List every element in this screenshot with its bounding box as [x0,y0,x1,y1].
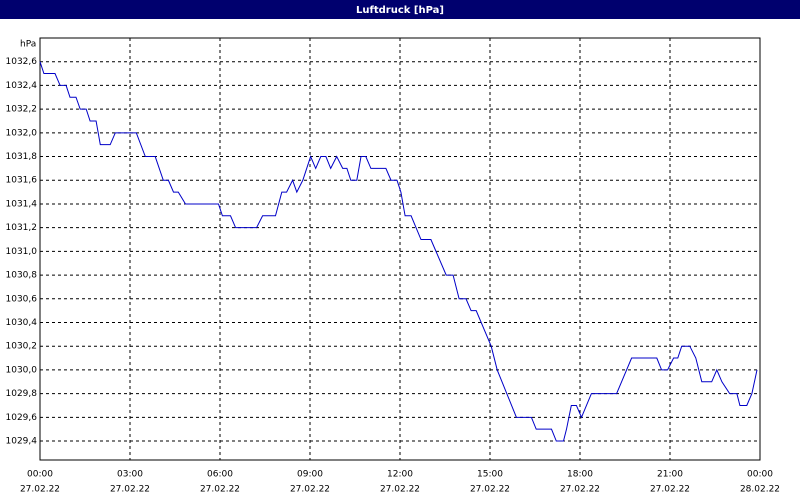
x-tick-label: 03:00 [117,470,143,480]
x-tick-date: 27.02.22 [290,485,330,495]
y-tick-label: 1029,6 [6,413,38,423]
x-tick-label: 18:00 [567,470,593,480]
x-tick-label: 00:00 [747,470,773,480]
x-tick-label: 21:00 [657,470,683,480]
x-tick-date: 27.02.22 [110,485,150,495]
y-tick-label: 1031,2 [6,223,38,233]
x-tick-label: 09:00 [297,470,323,480]
x-tick-date: 27.02.22 [560,485,600,495]
y-tick-label: 1032,4 [6,81,38,91]
x-tick-date: 27.02.22 [200,485,240,495]
y-tick-label: 1029,4 [6,437,38,447]
title-bar [0,0,800,19]
y-tick-label: 1031,6 [6,176,38,186]
x-tick-label: 00:00 [27,470,53,480]
x-tick-date: 27.02.22 [650,485,690,495]
y-tick-label: 1031,0 [6,247,38,257]
x-tick-date: 27.02.22 [470,485,510,495]
y-tick-label: 1030,4 [6,318,38,328]
y-tick-label: 1030,0 [6,365,38,375]
y-tick-label: 1032,6 [6,57,38,67]
y-tick-label: 1030,2 [6,342,38,352]
y-tick-label: 1030,8 [6,271,38,281]
y-axis-label: hPa [20,40,36,50]
y-tick-label: 1030,6 [6,294,38,304]
y-tick-label: 1032,2 [6,105,38,115]
y-tick-label: 1031,8 [6,152,38,162]
data-line [39,61,758,442]
x-tick-label: 12:00 [387,470,413,480]
x-tick-date: 27.02.22 [20,485,60,495]
x-tick-date: 27.02.22 [380,485,420,495]
y-tick-label: 1029,8 [6,389,38,399]
x-tick-label: 06:00 [207,470,233,480]
y-tick-label: 1032,0 [6,128,38,138]
x-tick-label: 15:00 [477,470,503,480]
y-tick-label: 1031,4 [6,199,38,209]
x-tick-date: 28.02.22 [740,485,780,495]
chart-title: Luftdruck [hPa] [356,5,444,16]
